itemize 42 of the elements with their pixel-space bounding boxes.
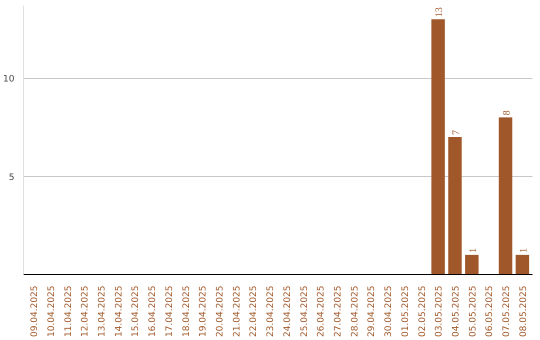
x-tick-label: 13.04.2025	[98, 286, 108, 338]
x-tick-label: 12.04.2025	[80, 286, 91, 338]
bar	[431, 19, 445, 274]
x-tick-label: 17.04.2025	[164, 286, 175, 338]
x-tick-label: 21.04.2025	[232, 286, 242, 338]
x-tick-label: 09.04.2025	[30, 286, 40, 338]
x-tick-label: 22.04.2025	[249, 286, 260, 338]
x-tick-label: 25.04.2025	[300, 286, 310, 338]
y-tick-label: 10	[3, 74, 15, 85]
x-tick-label: 10.04.2025	[46, 286, 57, 338]
data-label: 8	[502, 110, 513, 116]
bar	[498, 117, 512, 274]
data-label: 1	[468, 248, 479, 253]
x-tick-label: 15.04.2025	[131, 286, 142, 338]
x-tick-label: 08.05.2025	[518, 286, 529, 338]
x-tick-label: 18.04.2025	[182, 286, 192, 338]
x-tick-label: 14.04.2025	[114, 286, 124, 338]
bar	[516, 254, 530, 274]
bar	[448, 137, 462, 274]
x-tick-label: 05.05.2025	[468, 286, 478, 338]
data-label: 7	[450, 130, 462, 136]
x-tick-label: 04.05.2025	[451, 286, 462, 338]
x-tick-label: 11.04.2025	[64, 286, 74, 338]
data-label: 1	[518, 248, 530, 253]
x-tick-label: 06.05.2025	[485, 286, 496, 338]
y-tick-label: 5	[8, 172, 15, 183]
x-tick-label: 24.04.2025	[282, 286, 293, 338]
x-tick-label: 20.04.2025	[216, 286, 226, 338]
x-tick-label: 28.04.2025	[350, 286, 360, 338]
bar	[465, 254, 479, 274]
x-tick-label: 27.04.2025	[333, 286, 344, 338]
x-tick-label: 23.04.2025	[266, 286, 276, 338]
x-tick-label: 29.04.2025	[367, 286, 378, 338]
x-tick-label: 26.04.2025	[316, 286, 327, 338]
x-tick-label: 07.05.2025	[502, 286, 512, 338]
x-tick-label: 01.05.2025	[400, 286, 411, 338]
x-tick-label: 03.05.2025	[434, 286, 445, 338]
x-tick-label: 19.04.2025	[198, 286, 209, 338]
x-tick-label: 16.04.2025	[148, 286, 158, 338]
x-tick-label: 02.05.2025	[418, 286, 428, 338]
x-tick-label: 30.04.2025	[384, 286, 394, 338]
data-label: 13	[434, 7, 446, 18]
